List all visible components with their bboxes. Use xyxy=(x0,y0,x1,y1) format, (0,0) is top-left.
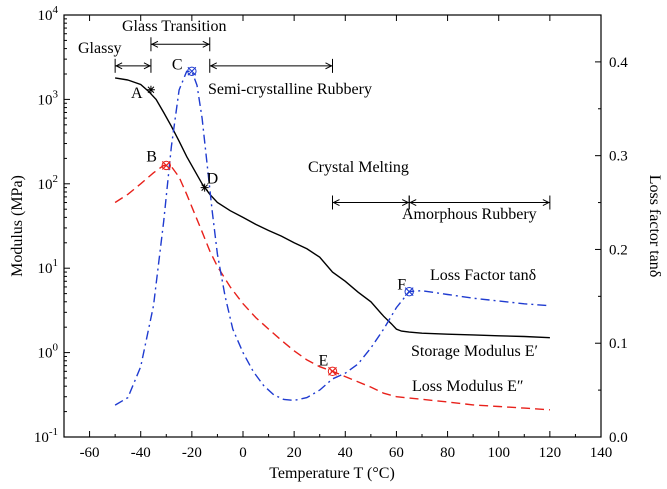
marker-label-C: C xyxy=(172,56,183,73)
series-line-0 xyxy=(114,77,550,339)
y-left-tick-label: 101 xyxy=(38,257,59,277)
annotation-loss-modulus-label: Loss Modulus E″ xyxy=(412,378,524,395)
axis-ticks: -60 -40 -20 0 20 40 60 80 100 120 140 10-1 100 101 102… xyxy=(34,4,628,461)
span-arrow-start-amorphous xyxy=(409,199,417,206)
x-tick-label: 0 xyxy=(239,445,247,461)
annotation-glassy: Glassy xyxy=(78,40,122,57)
marker-label-D: D xyxy=(207,171,219,188)
marker-label-F: F xyxy=(397,277,406,294)
y-right-tick-label: 0.0 xyxy=(609,430,628,446)
span-arrow-end-semi-crystalline xyxy=(325,62,333,70)
marker-label-B: B xyxy=(146,148,157,165)
marker-F xyxy=(404,287,414,297)
span-arrow-start-glass-transition xyxy=(150,40,159,48)
y-left-tick-label: 103 xyxy=(38,88,59,108)
x-tick-label: 100 xyxy=(487,445,510,461)
point-markers: A B C D E F xyxy=(131,56,414,377)
x-tick-label: -20 xyxy=(182,445,202,461)
annotation-crystal-melting: Crystal Melting xyxy=(308,159,409,176)
x-tick-label: 80 xyxy=(440,445,455,461)
y-left-axis-title: Modulus (MPa) xyxy=(9,175,26,277)
y-left-tick-label: 100 xyxy=(38,342,59,362)
marker-ring-E xyxy=(327,366,338,377)
marker-A xyxy=(146,85,155,94)
span-arrow-end-crystal-melting xyxy=(401,199,410,206)
annotation-glass-transition: Glass Transition xyxy=(122,18,226,35)
x-tick-label: 40 xyxy=(338,445,353,461)
x-tick-label: 140 xyxy=(590,445,613,461)
span-arrow-start-semi-crystalline xyxy=(209,62,217,70)
span-arrow-end-glassy xyxy=(143,62,152,70)
y-right-tick-label: 0.2 xyxy=(609,242,628,258)
y-right-axis-title: Loss factor tanδ xyxy=(646,175,663,278)
annotation-semi-crystalline: Semi-crystalline Rubbery xyxy=(208,81,372,98)
x-tick-label: -40 xyxy=(131,445,151,461)
span-arrow-start-glassy xyxy=(115,62,123,70)
marker-ring-F xyxy=(404,286,414,297)
span-arrow-start-crystal-melting xyxy=(332,199,340,206)
y-right-tick-label: 0.3 xyxy=(609,149,628,165)
y-left-tick-label: 10-1 xyxy=(34,426,58,446)
marker-B xyxy=(161,161,171,170)
marker-C xyxy=(187,66,197,76)
marker-E xyxy=(328,366,337,376)
y-right-tick-label: 0.1 xyxy=(609,336,628,352)
region-spans xyxy=(114,37,551,210)
x-tick-label: 120 xyxy=(539,445,562,461)
span-arrow-end-amorphous xyxy=(542,199,550,206)
marker-D xyxy=(200,183,209,192)
y-left-tick-label: 104 xyxy=(38,4,59,24)
annotation-loss-factor-label: Loss Factor tanδ xyxy=(430,267,536,284)
marker-ring-B xyxy=(161,160,171,171)
marker-ring-C xyxy=(187,66,197,76)
plot-frame xyxy=(63,14,602,438)
annotation-storage-label: Storage Modulus E′ xyxy=(411,343,538,360)
span-arrow-end-glass-transition xyxy=(202,40,210,48)
y-left-tick-label: 102 xyxy=(38,173,59,193)
marker-label-E: E xyxy=(319,352,329,369)
annotation-amorphous: Amorphous Rubbery xyxy=(402,206,537,223)
x-tick-label: 20 xyxy=(287,445,302,461)
x-axis-title: Temperature T (°C) xyxy=(269,465,395,482)
marker-label-A: A xyxy=(131,85,143,102)
series-line-1 xyxy=(114,164,550,411)
x-tick-label: -60 xyxy=(80,445,100,461)
y-right-tick-label: 0.4 xyxy=(609,55,628,71)
x-tick-label: 60 xyxy=(389,445,404,461)
